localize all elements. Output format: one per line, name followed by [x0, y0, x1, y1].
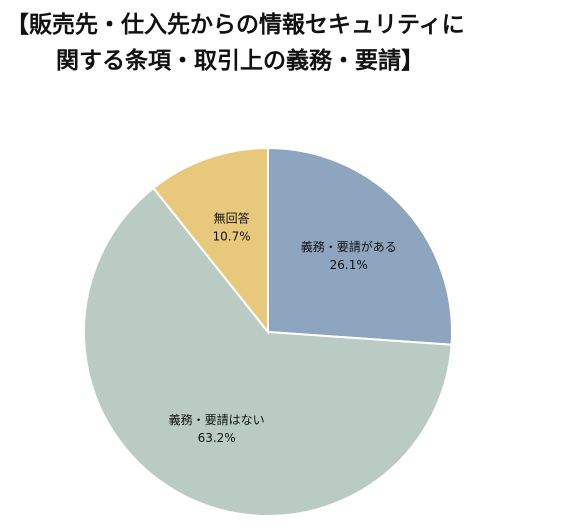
value-label: 26.1% — [330, 258, 368, 272]
slice-label: 義務・要請はない — [169, 412, 265, 427]
value-label: 63.2% — [198, 431, 236, 445]
pie-slice — [83, 186, 453, 517]
chart-title: 【販売先・仕入先からの情報セキュリティに — [6, 11, 465, 38]
slice-label: 義務・要請がある — [301, 239, 397, 254]
value-label: 10.7% — [213, 229, 251, 243]
pie-slice — [267, 146, 453, 346]
chart-title: 関する条項・取引上の義務・要請】 — [56, 47, 424, 74]
pie-slice — [152, 146, 269, 335]
slice-label: 無回答 — [214, 210, 250, 225]
